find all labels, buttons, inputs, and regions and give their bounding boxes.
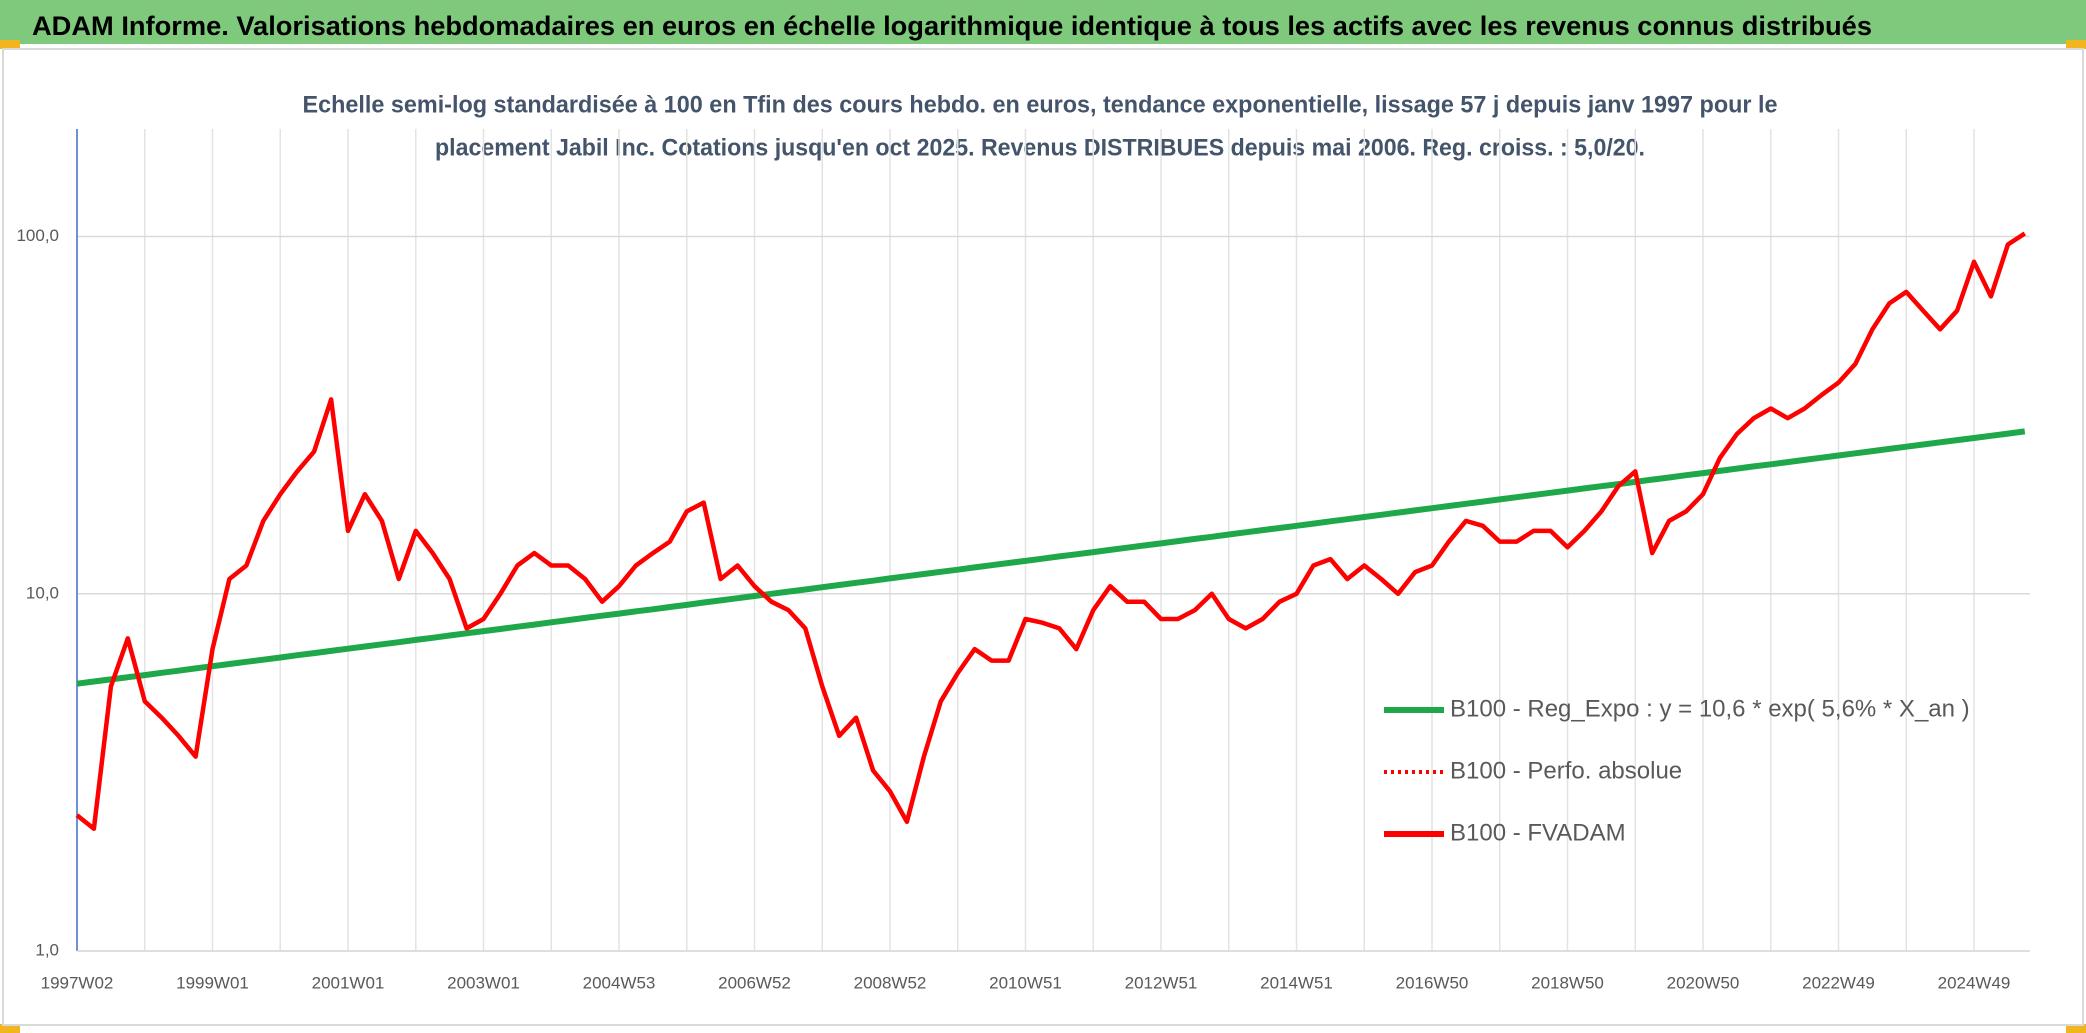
y-tick-label: 1,0 xyxy=(35,940,59,959)
x-tick-label: 2016W50 xyxy=(1396,973,1469,992)
x-tick-label: 2010W51 xyxy=(989,973,1062,992)
x-tick-label: 2001W01 xyxy=(312,973,385,992)
chart-title: placement Jabil Inc. Cotations jusqu'en … xyxy=(435,134,1645,161)
chart-title: Echelle semi-log standardisée à 100 en T… xyxy=(303,91,1778,118)
data-line xyxy=(75,231,2027,831)
legend-label: B100 - Perfo. absolue xyxy=(1450,757,1682,784)
chart-border xyxy=(2,48,2084,1026)
corner xyxy=(2066,40,2086,49)
header-bar xyxy=(0,0,2086,44)
x-tick-label: 2020W50 xyxy=(1667,973,1740,992)
x-tick-label: 2014W51 xyxy=(1260,973,1333,992)
corner xyxy=(0,1024,20,1033)
x-tick-label: 1997W02 xyxy=(41,973,114,992)
y-tick-label: 100,0 xyxy=(16,226,59,245)
x-tick-label: 2012W51 xyxy=(1125,973,1198,992)
x-tick-label: 2024W49 xyxy=(1938,973,2011,992)
data-line xyxy=(76,428,2026,687)
corner xyxy=(0,40,20,49)
y-tick-label: 10,0 xyxy=(26,583,59,602)
corner xyxy=(2066,1024,2086,1033)
x-tick-label: 2004W53 xyxy=(583,973,656,992)
x-tick-label: 2018W50 xyxy=(1531,973,1604,992)
x-tick-label: 1999W01 xyxy=(176,973,249,992)
x-tick-label: 2008W52 xyxy=(854,973,927,992)
x-tick-label: 2003W01 xyxy=(447,973,520,992)
x-tick-label: 2006W52 xyxy=(718,973,791,992)
legend-label: B100 - FVADAM xyxy=(1450,819,1626,846)
legend-label: B100 - Reg_Expo : y = 10,6 * exp( 5,6% *… xyxy=(1450,695,1970,722)
page-header: ADAM Informe. Valorisations hebdomadaire… xyxy=(32,11,1872,41)
x-tick-label: 2022W49 xyxy=(1802,973,1875,992)
